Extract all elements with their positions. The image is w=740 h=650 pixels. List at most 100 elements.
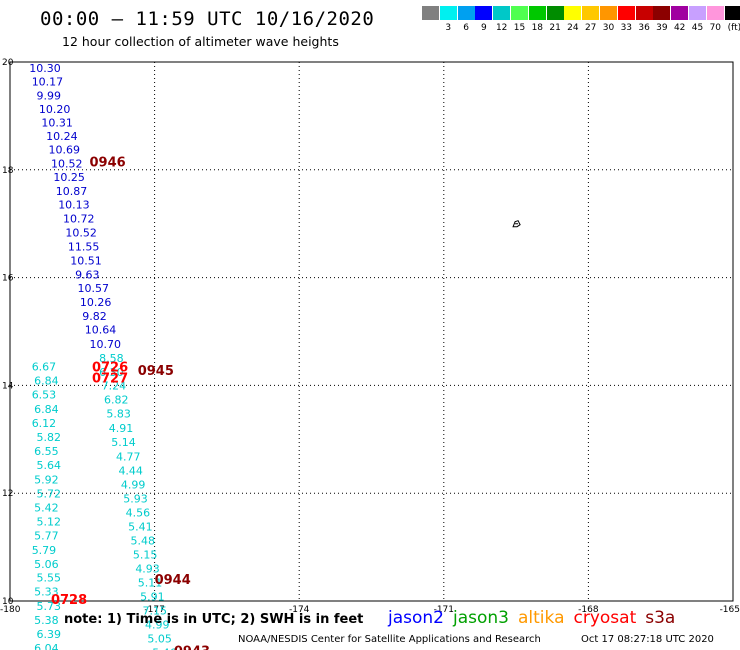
pass-time-label: 0945 [138,364,174,379]
swh-label-jason3: 6.04 [34,642,59,650]
swh-label-jason3: 5.06 [34,558,59,571]
swh-label-jason3: 5.82 [37,431,62,444]
swh-label-jason2: 9.82 [82,310,107,323]
swh-label-jason3: 6.53 [32,388,57,401]
scale-swatch [511,6,528,20]
scale-swatch [493,6,511,20]
pass-time-label: 0943 [174,644,210,650]
scale-swatch [635,6,653,20]
x-tick-label: -168 [578,605,599,615]
swh-label-jason3: 5.91 [140,590,165,603]
y-tick-label: 16 [2,274,14,284]
scale-label: 9 [481,23,487,33]
swh-label-jason2: 10.52 [51,158,83,171]
swh-label-jason2: 10.64 [85,324,117,337]
swh-label-jason3: 5.42 [34,502,59,515]
swh-label-jason2: 10.31 [41,117,73,130]
satellite-legend-jason2: jason2 [388,608,444,628]
scale-swatch [600,6,617,20]
units-note: note: 1) Time is in UTC; 2) SWH is in fe… [64,612,364,627]
scale-swatch [706,6,724,20]
scale-label: 27 [584,23,597,33]
swh-label-jason3: 6.84 [34,374,59,387]
scale-label: 18 [531,23,544,33]
pass-time-label: 0726 [92,360,128,375]
satellite-legend-cryosat: cryosat [573,608,637,628]
swh-label-jason2: 10.30 [29,62,60,75]
swh-label-jason2: 10.69 [49,144,80,157]
swh-label-jason2: 10.25 [53,171,85,184]
swh-label-jason3: 5.77 [34,530,59,543]
scale-swatch [457,6,475,20]
swh-label-jason2: 10.17 [32,76,64,89]
swh-label-jason2: 11.55 [68,241,100,254]
scale-swatch [422,6,439,20]
swh-label-jason3: 5.38 [34,614,59,627]
swh-label-jason2: 10.24 [46,130,78,143]
swh-label-jason3: 5.41 [128,520,153,533]
swh-label-jason3: 6.67 [32,360,57,373]
swh-label-jason2: 10.13 [58,199,89,212]
swh-label-jason3: 5.93 [123,492,147,505]
swh-label-jason2: 10.52 [65,227,97,240]
page-subtitle: 12 hour collection of altimeter wave hei… [62,34,339,49]
y-tick-label: 10 [2,597,14,607]
scale-swatch [564,6,582,20]
scale-label: 39 [656,23,668,33]
swh-label-jason3: 7.24 [102,380,127,393]
swh-label-jason2: 9.99 [37,90,62,103]
swh-label-jason2: 10.57 [77,282,109,295]
swh-label-jason3: 5.64 [37,459,62,472]
island-icon [512,220,521,228]
scale-label: 6 [463,23,469,33]
swh-label-jason3: 4.99 [121,478,146,491]
satellite-legend-s3a: s3a [645,608,676,628]
swh-label-jason3: 6.12 [32,417,57,430]
swh-label-jason3: 5.55 [37,572,62,585]
swh-label-jason3: 5.12 [37,516,62,529]
scale-label: 45 [691,23,704,33]
pass-time-label: 0728 [51,593,87,608]
swh-label-jason2: 10.72 [63,213,95,226]
scale-label: 3 [445,23,452,33]
swh-label-jason3: 6.30 [99,366,124,379]
swh-label-jason2: 10.26 [80,296,112,309]
swh-label-jason3: 6.39 [37,628,62,641]
swh-label-jason3: 5.83 [106,408,130,421]
swh-label-jason2: 10.70 [90,338,122,351]
swh-label-jason2: 10.87 [56,185,88,198]
swh-label-jason3: 6.55 [34,445,59,458]
satellite-legend-jason3: jason3 [453,608,509,628]
swh-label-jason3: 5.48 [131,534,156,547]
swh-label-jason3: 5.72 [37,488,62,501]
swh-label-jason3: 5.11 [138,576,163,589]
swh-label-jason3: 4.44 [118,464,143,477]
pass-time-label: 0727 [92,372,128,387]
swh-label-jason3: 4.91 [109,422,134,435]
swh-label-jason3: 5.15 [133,548,158,561]
scale-swatch [582,6,600,20]
scale-label: 30 [602,23,615,33]
island-marker [512,220,521,228]
swh-label-jason3: 8.58 [99,352,124,365]
scale-label: 33 [620,23,633,33]
scale-label: 70 [709,23,722,33]
scale-label: 12 [495,23,508,33]
y-tick-label: 20 [2,58,14,68]
scale-swatch [724,6,740,20]
x-tick-label: -174 [289,605,310,615]
swh-label-jason3: 5.05 [147,633,172,646]
scale-swatch [689,6,706,20]
satellite-legend: jason2 jason3 altika cryosat s3a [388,608,684,628]
page-title: 00:00 – 11:59 UTC 10/16/2020 [40,8,375,30]
scale-swatch [439,6,457,20]
pass-time-label: 0944 [155,573,191,588]
scale-label: 21 [549,23,561,33]
scale-label: 42 [673,23,686,33]
generated-timestamp: Oct 17 08:27:18 UTC 2020 [581,634,714,645]
pass-time-label: 0946 [90,156,126,171]
y-tick-label: 12 [2,489,13,499]
swh-label-jason3: 5.14 [111,436,136,449]
scale-label: 24 [567,23,579,33]
